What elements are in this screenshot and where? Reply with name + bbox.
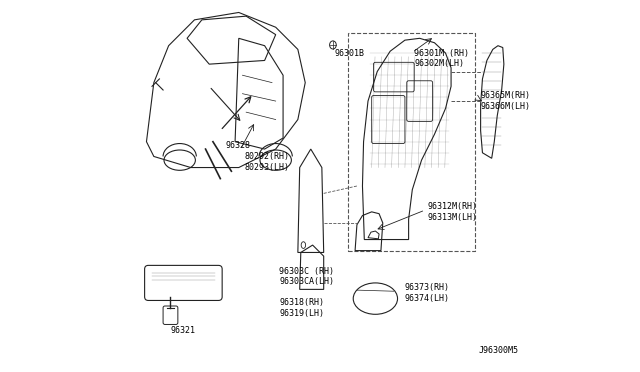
Text: 96303C (RH)
96303CA(LH): 96303C (RH) 96303CA(LH): [280, 267, 334, 286]
Text: 96373(RH)
96374(LH): 96373(RH) 96374(LH): [405, 283, 450, 303]
Text: 96318(RH)
96319(LH): 96318(RH) 96319(LH): [280, 298, 324, 318]
Bar: [348, 33, 475, 251]
Text: 96301M (RH)
96302M(LH): 96301M (RH) 96302M(LH): [414, 49, 469, 68]
Text: 96312M(RH)
96313M(LH): 96312M(RH) 96313M(LH): [427, 202, 477, 222]
Text: 96365M(RH)
96366M(LH): 96365M(RH) 96366M(LH): [481, 92, 531, 111]
Text: 96301B: 96301B: [335, 49, 365, 58]
Text: 96321: 96321: [170, 326, 195, 335]
Text: 80292(RH)
80293(LH): 80292(RH) 80293(LH): [244, 152, 289, 172]
Text: J96300M5: J96300M5: [479, 346, 519, 355]
Text: 96328: 96328: [226, 141, 251, 150]
